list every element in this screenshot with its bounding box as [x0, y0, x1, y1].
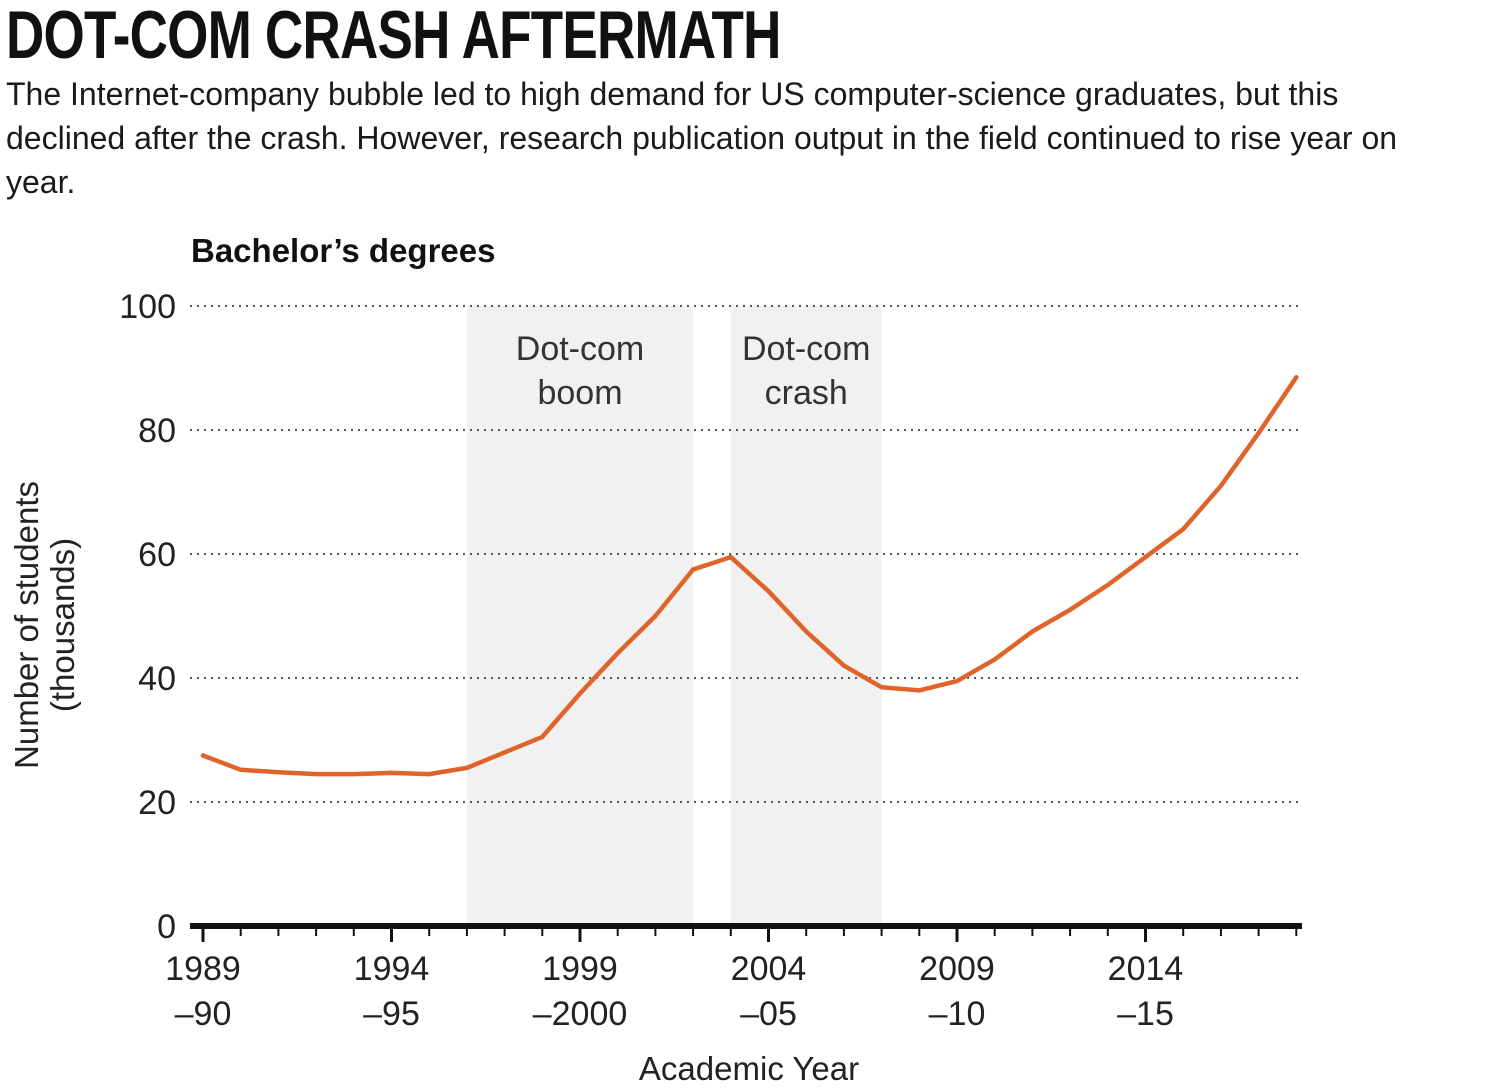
x-tick-sublabel-1999: –2000: [533, 995, 628, 1033]
data-point-1994: [389, 770, 394, 776]
y-tick-label-40: 40: [138, 660, 176, 698]
data-point-1997: [502, 750, 507, 755]
x-tick-label-1999: 1999: [542, 950, 618, 988]
data-point-1991: [276, 770, 281, 775]
y-axis-title-line-2: (thousands): [44, 538, 81, 712]
data-point-2009: [954, 678, 960, 684]
x-tick-label-2004: 2004: [731, 950, 807, 988]
x-tick-label-1994: 1994: [354, 950, 430, 988]
data-point-2017: [1256, 430, 1261, 436]
x-tick-label-2014: 2014: [1108, 950, 1184, 988]
data-point-1995: [427, 771, 432, 777]
x-tick-label-2009: 2009: [919, 950, 995, 988]
y-axis-title-line-1: Number of students: [8, 481, 45, 769]
region-label-2-line-2: crash: [765, 374, 848, 412]
y-tick-label-60: 60: [138, 536, 176, 574]
panel-title: Bachelor’s degrees: [191, 232, 496, 269]
data-point-2018: [1294, 375, 1299, 380]
data-point-1993: [351, 771, 356, 777]
data-point-1999: [577, 691, 583, 696]
data-point-2008: [917, 688, 922, 693]
data-point-2002: [690, 567, 696, 572]
data-point-2011: [1030, 629, 1035, 634]
data-point-2006: [841, 663, 847, 668]
data-point-2004: [766, 589, 771, 594]
chart-title: DOT-COM CRASH AFTERMATH: [6, 0, 781, 73]
region-label-1-line-2: boom: [537, 374, 622, 412]
data-point-2001: [653, 613, 658, 619]
data-point-1996: [464, 765, 470, 771]
x-axis-title: Academic Year: [639, 1050, 859, 1087]
data-point-2013: [1105, 582, 1111, 588]
data-point-2003: [728, 554, 733, 560]
data-point-1992: [313, 771, 319, 777]
region-label-2-line-1: Dot-com: [742, 330, 870, 368]
data-point-1998: [540, 734, 545, 740]
y-tick-label-20: 20: [138, 784, 176, 822]
data-point-2012: [1067, 607, 1073, 612]
shaded-region-2: [730, 306, 882, 926]
data-point-2016: [1218, 483, 1224, 488]
y-tick-label-100: 100: [119, 288, 176, 326]
data-point-2007: [879, 685, 884, 690]
region-label-1-line-1: Dot-com: [516, 330, 644, 368]
data-point-1989: [200, 753, 206, 758]
y-tick-label-0: 0: [157, 908, 176, 946]
x-tick-sublabel-1989: –90: [175, 995, 232, 1033]
data-point-2005: [804, 629, 809, 634]
x-tick-sublabel-1994: –95: [363, 995, 420, 1033]
x-tick-sublabel-2014: –15: [1117, 995, 1174, 1033]
x-tick-sublabel-2009: –10: [929, 995, 986, 1033]
y-tick-label-80: 80: [138, 412, 176, 450]
data-point-2010: [992, 657, 997, 662]
data-point-2015: [1181, 527, 1186, 532]
x-tick-sublabel-2004: –05: [740, 995, 797, 1033]
series-line-bachelors-degrees: [200, 375, 1299, 777]
x-tick-label-1989: 1989: [165, 950, 241, 988]
chart-subtitle: The Internet-company bubble led to high …: [6, 76, 1398, 200]
data-point-2014: [1143, 554, 1148, 560]
data-point-2000: [615, 651, 620, 656]
data-point-1990: [238, 767, 243, 772]
